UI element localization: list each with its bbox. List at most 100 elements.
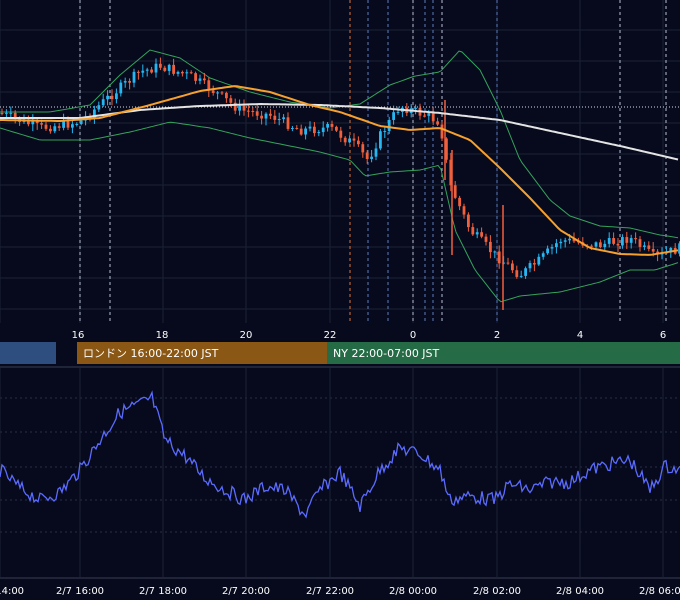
candle-down (159, 63, 162, 68)
candle-down (247, 110, 250, 112)
candle-down (590, 245, 593, 247)
candle-down (449, 159, 453, 186)
candle-down (27, 119, 30, 125)
price-x-tick-label: 2 (494, 330, 500, 341)
candle-up (31, 120, 35, 125)
candle-up (669, 248, 673, 253)
session-bar (0, 342, 56, 364)
candle-up (304, 128, 307, 135)
candle-up (621, 237, 624, 246)
candle-down (352, 138, 356, 141)
candle-down (269, 113, 272, 116)
candle-down (172, 64, 175, 74)
candle-up (550, 247, 554, 249)
candle-up (475, 232, 479, 235)
candle-down (150, 69, 153, 73)
candle-up (132, 71, 136, 83)
candle-down (423, 115, 426, 117)
candle-up (75, 124, 79, 126)
price-x-tick-label: 16 (72, 330, 85, 341)
candle-up (555, 243, 558, 248)
candle-up (277, 119, 281, 121)
oscillator-x-tick-label: 2/7 22:00 (306, 586, 354, 597)
candle-down (506, 262, 510, 264)
candle-up (5, 112, 8, 114)
candle-up (568, 238, 571, 241)
candle-down (49, 128, 52, 132)
candle-up (317, 132, 321, 134)
price-x-tick-label: 22 (324, 330, 337, 341)
candle-up (383, 131, 387, 133)
candle-down (13, 112, 17, 118)
candle-up (594, 242, 598, 247)
candle-up (519, 275, 523, 277)
candle-down (497, 251, 501, 264)
price-x-tick-label: 20 (240, 330, 253, 341)
candle-down (299, 128, 303, 135)
candle-up (291, 127, 294, 129)
candle-up (106, 95, 109, 100)
candle-down (361, 144, 365, 153)
candle-down (207, 80, 211, 91)
candle-up (79, 120, 83, 125)
candle-up (563, 240, 567, 242)
candle-down (163, 67, 167, 71)
candle-up (392, 112, 395, 120)
candle-down (480, 232, 483, 237)
candle-down (335, 126, 338, 131)
candle-up (123, 80, 127, 83)
candle-up (348, 138, 351, 143)
moving-average-short (0, 85, 679, 256)
candle-down (616, 243, 620, 246)
candle-down (638, 239, 642, 247)
candle-down (260, 115, 263, 119)
candle-down (255, 111, 259, 116)
oscillator-x-tick-label: 2/8 04:00 (556, 586, 604, 597)
candle-up (97, 105, 101, 110)
candle-down (634, 238, 637, 240)
session-bar (327, 342, 680, 364)
candle-down (462, 206, 466, 215)
candle-up (9, 112, 13, 114)
candle-down (295, 127, 299, 129)
candle-down (44, 124, 48, 129)
candle-up (321, 127, 325, 133)
candle-down (484, 236, 488, 242)
candle-down (110, 95, 114, 100)
candle-up (559, 241, 563, 244)
oscillator-x-tick-label: 2/8 02:00 (473, 586, 521, 597)
candle-down (625, 237, 629, 243)
oscillator-x-tick-label: 2/7 20:00 (222, 586, 270, 597)
candle-up (176, 71, 180, 74)
price-x-tick-label: 18 (156, 330, 169, 341)
candle-down (66, 120, 70, 128)
candle-down (533, 263, 536, 265)
candle-down (220, 92, 224, 94)
candle-up (541, 253, 545, 257)
candle-up (643, 245, 646, 247)
candle-up (119, 82, 123, 94)
candle-up (524, 268, 527, 276)
price-x-tick-label: 6 (660, 330, 666, 341)
candle-down (203, 78, 206, 81)
candle-down (365, 152, 369, 159)
candle-down (515, 270, 519, 277)
candle-down (181, 71, 184, 74)
candle-up (370, 156, 373, 159)
candle-up (396, 111, 400, 113)
candle-up (607, 238, 611, 244)
candle-down (251, 110, 255, 112)
candle-down (189, 72, 193, 74)
candle-down (137, 71, 140, 73)
session-label: NY 22:00-07:00 JST (333, 347, 440, 360)
candle-up (546, 248, 549, 254)
bollinger-lower-line (0, 121, 679, 303)
session-label: ロンドン 16:00-22:00 JST (83, 347, 219, 360)
candle-down (35, 120, 39, 124)
candle-up (427, 113, 431, 116)
candle-down (572, 238, 576, 242)
candle-up (326, 124, 329, 128)
oscillator-line (0, 390, 680, 519)
